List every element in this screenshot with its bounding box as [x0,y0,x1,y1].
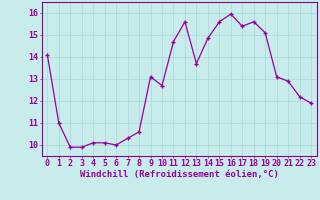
X-axis label: Windchill (Refroidissement éolien,°C): Windchill (Refroidissement éolien,°C) [80,170,279,179]
